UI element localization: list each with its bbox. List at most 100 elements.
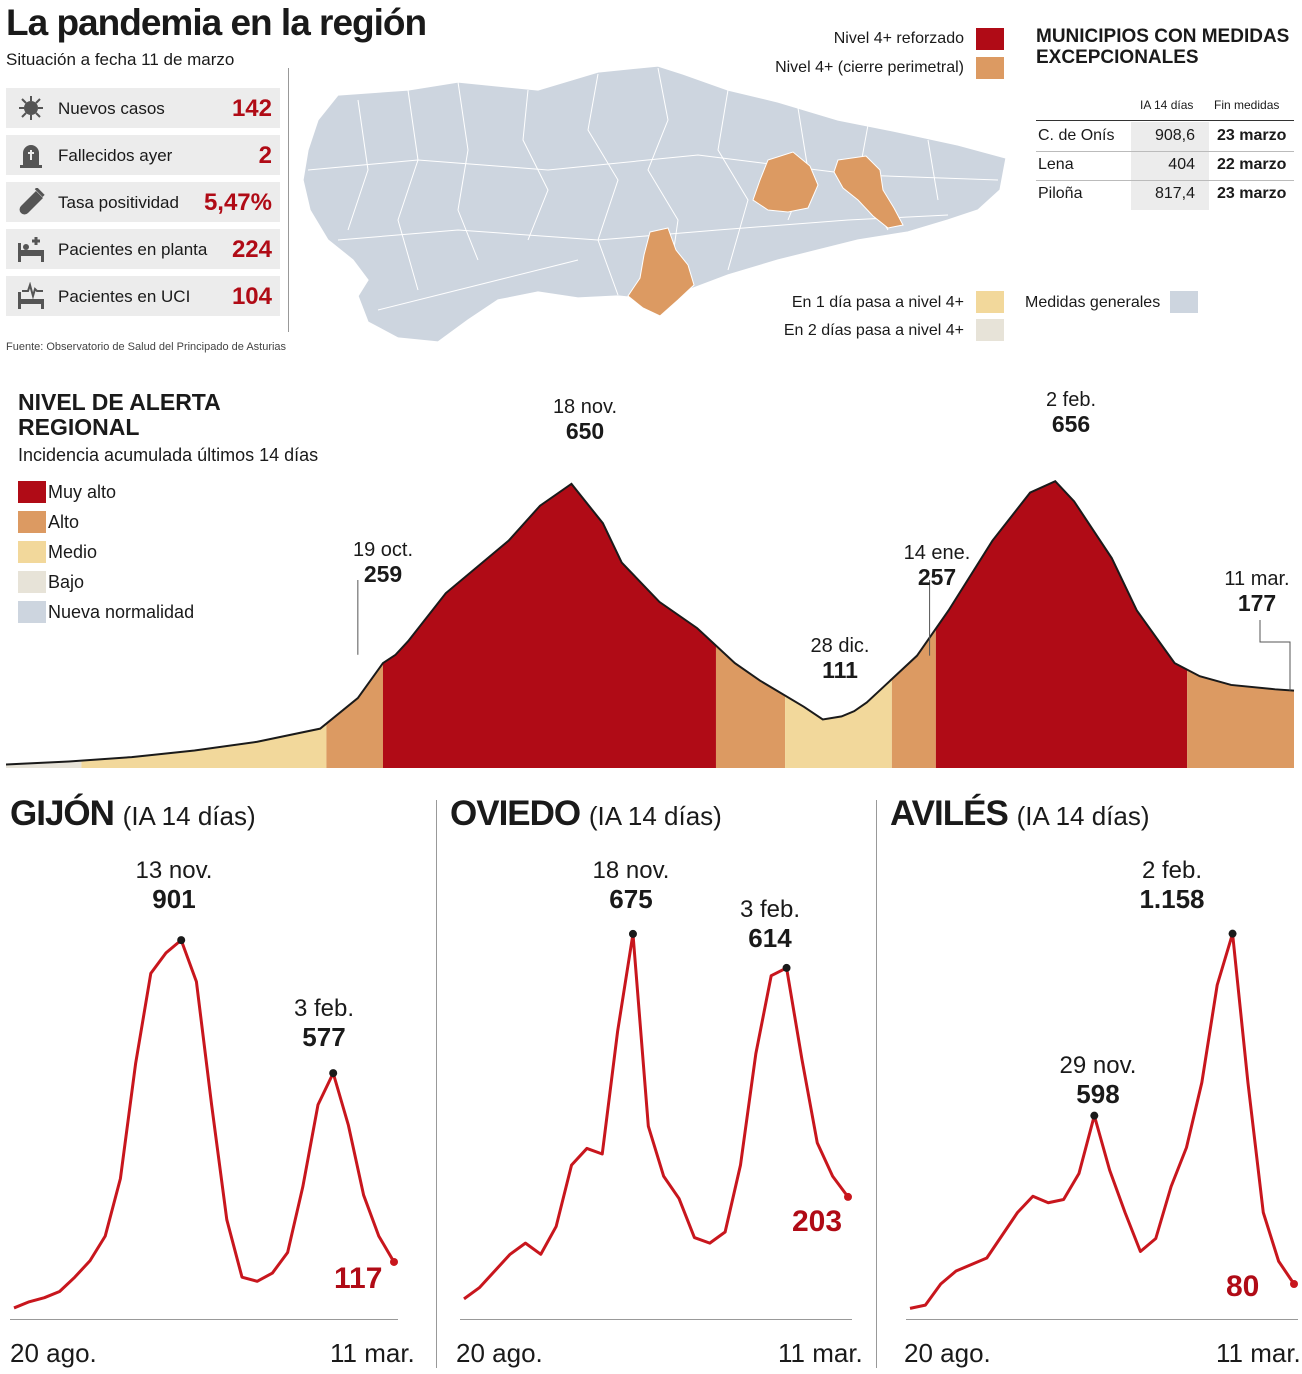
- peak-date: 29 nov.: [1059, 1052, 1137, 1079]
- annotation-value: 111: [822, 657, 858, 683]
- stat-icu-patients: Pacientes en UCI 104: [6, 276, 280, 316]
- peak-value: 675: [609, 884, 653, 914]
- annotation-date: 28 dic.: [810, 635, 870, 657]
- legend-swatch-yellow: [976, 291, 1004, 313]
- annotation-value: 257: [917, 564, 957, 590]
- icu-bed-icon: [18, 282, 44, 309]
- annotation-date: 2 feb.: [1045, 389, 1097, 411]
- legend-swatch-red: [976, 28, 1004, 50]
- city-unit: (IA 14 días): [1016, 801, 1150, 831]
- level-swatch: [18, 511, 46, 533]
- region-pilona: [752, 151, 819, 213]
- x-axis-end-label: 11 mar.: [330, 1338, 415, 1368]
- peak-date: 3 feb.: [739, 896, 801, 923]
- regional-series-line: [6, 480, 1295, 766]
- region-cangas-de-onis: [833, 155, 904, 229]
- city-line-chart-oviedo: [460, 929, 852, 1320]
- city-name: AVILÉS: [890, 794, 1009, 833]
- table-cell-ia: 817,4: [1154, 185, 1195, 202]
- table-cell-fin: 22 marzo: [1217, 156, 1287, 173]
- asturias-map: [302, 65, 1007, 343]
- last-point-marker: [390, 1257, 398, 1266]
- stat-label: Fallecidos ayer: [58, 146, 173, 165]
- stat-positivity: Tasa positividad 5,47%: [6, 182, 280, 222]
- peak-value: 1.158: [1139, 884, 1205, 914]
- page-title: La pandemia en la región: [6, 2, 427, 43]
- column-header-fin: Fin medidas: [1214, 98, 1280, 112]
- stat-label: Tasa positividad: [58, 193, 179, 212]
- x-axis-end-label: 11 mar.: [778, 1338, 863, 1368]
- region-lena: [627, 227, 695, 317]
- stat-value: 104: [231, 283, 272, 310]
- city-series-line: [463, 932, 850, 1301]
- peak-value: 577: [302, 1022, 346, 1052]
- regional-annotation: 18 nov. 650: [532, 395, 638, 443]
- level-label: Alto: [48, 512, 80, 532]
- hospital-bed-icon: [18, 237, 44, 262]
- city-title-oviedo: OVIEDO (IA 14 días): [450, 794, 722, 834]
- legend-label: Medidas generales: [1025, 294, 1161, 311]
- last-value: 117: [334, 1262, 383, 1295]
- last-point-marker: [844, 1192, 852, 1201]
- table-title-line: EXCEPCIONALES: [1036, 47, 1199, 68]
- legend-swatch-orange: [976, 57, 1004, 79]
- table-rule: [1036, 180, 1294, 181]
- peak-date: 18 nov.: [592, 857, 670, 884]
- level-band-6: [891, 628, 936, 768]
- regional-area-chart: [6, 480, 1295, 768]
- regional-title-line: REGIONAL: [18, 414, 140, 440]
- level-band-3: [382, 483, 716, 768]
- level-band-7: [935, 481, 1188, 768]
- peak-value: 901: [152, 884, 196, 914]
- last-value: 203: [792, 1205, 843, 1238]
- level-label: Nueva normalidad: [48, 602, 195, 622]
- peak-marker-0: [628, 929, 637, 938]
- stats-panel: Nuevos casos 142 Fallecidos ayer 2 Tasa …: [6, 88, 280, 323]
- city-title-aviles: AVILÉS (IA 14 días): [890, 794, 1150, 834]
- level-swatch: [18, 601, 46, 623]
- page-subtitle: Situación a fecha 11 de marzo: [6, 50, 235, 69]
- stat-ward-patients: Pacientes en planta 224: [6, 229, 280, 269]
- table-title-line: MUNICIPIOS CON MEDIDAS: [1036, 26, 1290, 47]
- annotation-date: 14 ene.: [903, 542, 971, 564]
- divider: [288, 68, 289, 332]
- map-legend-bottom: En 1 día pasa a nivel 4+ En 2 días pasa …: [760, 291, 1004, 350]
- annotation-value: 177: [1237, 590, 1277, 616]
- regional-subtitle: Incidencia acumulada últimos 14 días: [18, 445, 319, 465]
- peak-value: 614: [748, 923, 792, 953]
- region-base: [302, 65, 1007, 343]
- peak-marker-1: [782, 963, 791, 972]
- level-label: Medio: [48, 542, 98, 562]
- legend-label: En 1 día pasa a nivel 4+: [791, 294, 964, 311]
- level-band-4: [715, 645, 786, 768]
- stat-label: Pacientes en planta: [58, 240, 208, 259]
- test-tube-icon: [19, 188, 45, 215]
- legend-label: Nivel 4+ (cierre perimetral): [775, 59, 964, 76]
- legend-label: En 2 días pasa a nivel 4+: [783, 322, 964, 339]
- peak-date: 2 feb.: [1141, 857, 1203, 884]
- peak-annotation: 2 feb. 1.158: [1108, 857, 1236, 913]
- table-cell-ia: 908,6: [1154, 127, 1195, 144]
- city-unit: (IA 14 días): [122, 801, 256, 831]
- map-legend-top: Nivel 4+ reforzado Nivel 4+ (cierre peri…: [760, 28, 1004, 90]
- annotation-leader-end: [1259, 620, 1291, 691]
- level-band-5: [785, 679, 892, 768]
- table-shade: [1131, 122, 1209, 210]
- column-header-ia: IA 14 días: [1140, 98, 1194, 112]
- level-band-2: [326, 663, 383, 768]
- stat-value: 5,47%: [203, 189, 272, 216]
- annotation-date: 11 mar.: [1224, 568, 1290, 590]
- table-cell-fin: 23 marzo: [1217, 185, 1287, 202]
- level-band-1: [81, 723, 327, 768]
- table-rule: [1036, 120, 1294, 121]
- peak-marker-0: [177, 936, 186, 945]
- city-series-line: [909, 932, 1296, 1310]
- table-cell-fin: 23 marzo: [1217, 127, 1287, 144]
- table-cell-name: Piloña: [1038, 185, 1083, 202]
- last-value: 80: [1226, 1270, 1260, 1303]
- stat-value: 142: [231, 95, 272, 122]
- peak-marker-1: [1228, 929, 1237, 938]
- annotation-value: 656: [1051, 411, 1091, 437]
- peak-value: 598: [1076, 1079, 1120, 1109]
- annotation-date: 18 nov.: [552, 396, 618, 418]
